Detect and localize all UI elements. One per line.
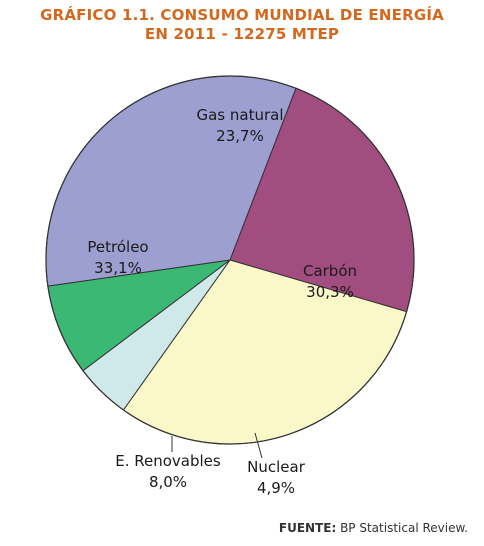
slice-value-carbon: 30,3% — [306, 283, 354, 301]
source-label: FUENTE: — [278, 521, 337, 535]
slice-value-nuclear: 4,9% — [257, 479, 295, 497]
slice-name-e-renovables: E. Renovables — [115, 452, 221, 470]
chart-subtitle: EN 2011 - 12275 MTEP — [144, 25, 340, 43]
pie-outline — [45, 75, 415, 445]
chart-title: GRÁFICO 1.1. CONSUMO MUNDIAL DE ENERGÍA — [40, 6, 444, 24]
source-text: BP Statistical Review. — [340, 521, 468, 535]
slice-name-carbon: Carbón — [303, 262, 357, 280]
slice-value-petroleo: 33,1% — [94, 259, 142, 277]
leader-line-nuclear — [254, 432, 263, 459]
slice-name-nuclear: Nuclear — [247, 458, 306, 476]
slice-name-gas-natural: Gas natural — [196, 106, 283, 124]
slice-value-gas-natural: 23,7% — [216, 127, 264, 145]
slice-name-petroleo: Petróleo — [87, 238, 148, 256]
chart-title-block: GRÁFICO 1.1. CONSUMO MUNDIAL DE ENERGÍA … — [0, 6, 484, 44]
pie-labels: Gas natural 23,7% Carbón 30,3% Nuclear 4,9% E.… — [87, 106, 357, 497]
slice-value-e-renovables: 8,0% — [149, 473, 187, 491]
source-note: FUENTE: BP Statistical Review. — [279, 521, 468, 535]
